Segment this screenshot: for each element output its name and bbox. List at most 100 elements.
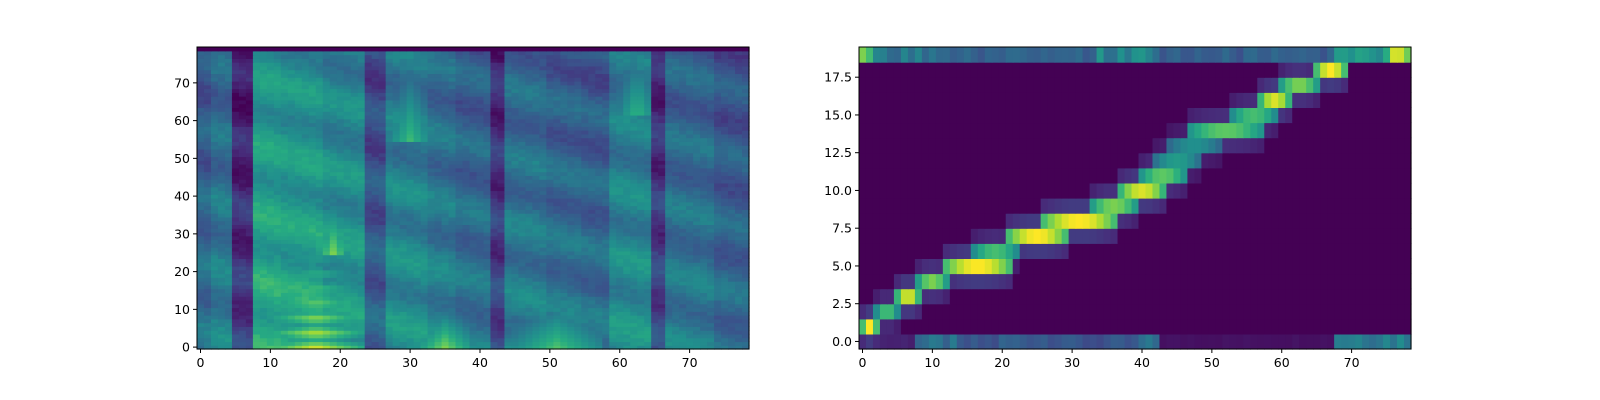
heatmap-cell xyxy=(392,152,401,158)
heatmap-cell xyxy=(315,126,324,131)
heatmap-cell xyxy=(539,262,547,267)
heatmap-cell xyxy=(287,107,296,112)
heatmap-cell xyxy=(280,209,289,214)
heatmap-cell xyxy=(483,152,492,158)
heatmap-cell xyxy=(399,341,408,346)
heatmap-cell xyxy=(504,326,513,331)
heatmap-cell xyxy=(679,288,687,293)
heatmap-cell xyxy=(742,141,750,146)
heatmap-cell xyxy=(378,205,387,210)
heatmap-cell xyxy=(553,341,561,346)
heatmap-cell xyxy=(329,333,338,339)
heatmap-cell xyxy=(197,186,205,192)
heatmap-cell xyxy=(560,201,568,207)
heatmap-cell xyxy=(441,156,450,161)
heatmap-cell xyxy=(448,126,457,131)
heatmap-cell xyxy=(721,205,729,210)
heatmap-cell xyxy=(595,133,603,139)
heatmap-cell xyxy=(364,337,373,343)
heatmap-cell xyxy=(623,254,631,260)
heatmap-cell xyxy=(224,130,233,135)
heatmap-cell xyxy=(455,126,464,131)
heatmap-cell xyxy=(574,141,582,146)
heatmap-cell xyxy=(679,198,687,203)
heatmap-cell xyxy=(539,250,547,256)
heatmap-cell xyxy=(217,258,226,263)
heatmap-cell xyxy=(322,333,331,339)
heatmap-cell xyxy=(336,231,345,237)
heatmap-cell xyxy=(245,315,254,320)
heatmap-cell xyxy=(560,122,568,127)
heatmap-cell xyxy=(385,322,394,327)
heatmap-cell xyxy=(224,118,233,124)
heatmap-cell xyxy=(427,122,436,127)
heatmap-cell xyxy=(364,190,373,195)
heatmap-cell xyxy=(539,205,547,210)
heatmap-cell xyxy=(735,345,743,350)
heatmap-cell xyxy=(546,220,554,226)
heatmap-cell xyxy=(308,171,317,176)
heatmap-cell xyxy=(231,330,240,335)
heatmap-cell xyxy=(343,190,352,195)
heatmap-cell xyxy=(322,213,331,218)
heatmap-cell xyxy=(651,164,659,169)
heatmap-cell xyxy=(525,182,533,188)
heatmap-cell xyxy=(630,114,638,120)
heatmap-cell xyxy=(259,213,268,218)
heatmap-cell xyxy=(616,156,624,161)
heatmap-cell xyxy=(609,156,617,161)
heatmap-cell xyxy=(197,130,205,135)
heatmap-cell xyxy=(511,281,520,286)
heatmap-cell xyxy=(574,265,582,271)
heatmap-cell xyxy=(595,311,603,316)
heatmap-cell xyxy=(329,160,338,165)
heatmap-cell xyxy=(399,315,408,320)
heatmap-cell xyxy=(581,265,589,271)
heatmap-cell xyxy=(497,198,506,203)
heatmap-cell xyxy=(308,122,317,127)
heatmap-cell xyxy=(686,160,694,165)
heatmap-cell xyxy=(336,247,345,252)
heatmap-cell xyxy=(490,250,499,256)
heatmap-cell xyxy=(742,122,750,127)
heatmap-cell xyxy=(672,307,680,312)
heatmap-cell xyxy=(630,152,638,158)
heatmap-cell xyxy=(259,209,268,214)
heatmap-cell xyxy=(301,175,310,180)
heatmap-cell xyxy=(336,179,345,184)
heatmap-cell xyxy=(357,326,366,331)
heatmap-cell xyxy=(378,326,387,331)
heatmap-cell xyxy=(728,171,736,176)
heatmap-cell xyxy=(714,198,722,203)
heatmap-cell xyxy=(700,250,708,256)
heatmap-cell xyxy=(532,341,540,346)
heatmap-cell xyxy=(483,303,492,309)
heatmap-cell xyxy=(665,258,673,263)
heatmap-cell xyxy=(210,269,219,275)
heatmap-cell xyxy=(735,303,743,309)
heatmap-cell xyxy=(714,148,722,154)
heatmap-cell xyxy=(721,299,729,305)
heatmap-cell xyxy=(553,273,561,278)
heatmap-cell xyxy=(350,333,359,339)
heatmap-cell xyxy=(266,228,275,233)
heatmap-cell xyxy=(700,114,708,120)
heatmap-cell xyxy=(546,288,554,293)
heatmap-cell xyxy=(455,209,464,214)
heatmap-cell xyxy=(630,171,638,176)
heatmap-cell xyxy=(581,156,589,161)
heatmap-cell xyxy=(497,299,506,305)
heatmap-cell xyxy=(518,231,527,237)
heatmap-cell xyxy=(203,198,212,203)
heatmap-cell xyxy=(224,254,233,260)
heatmap-cell xyxy=(721,247,729,252)
heatmap-cell xyxy=(693,145,701,150)
heatmap-cell xyxy=(413,281,422,286)
heatmap-cell xyxy=(672,299,680,305)
heatmap-cell xyxy=(504,315,513,320)
heatmap-cell xyxy=(546,182,554,188)
heatmap-cell xyxy=(448,118,457,124)
heatmap-cell xyxy=(434,137,443,142)
heatmap-cell xyxy=(637,216,645,222)
heatmap-cell xyxy=(637,213,645,218)
